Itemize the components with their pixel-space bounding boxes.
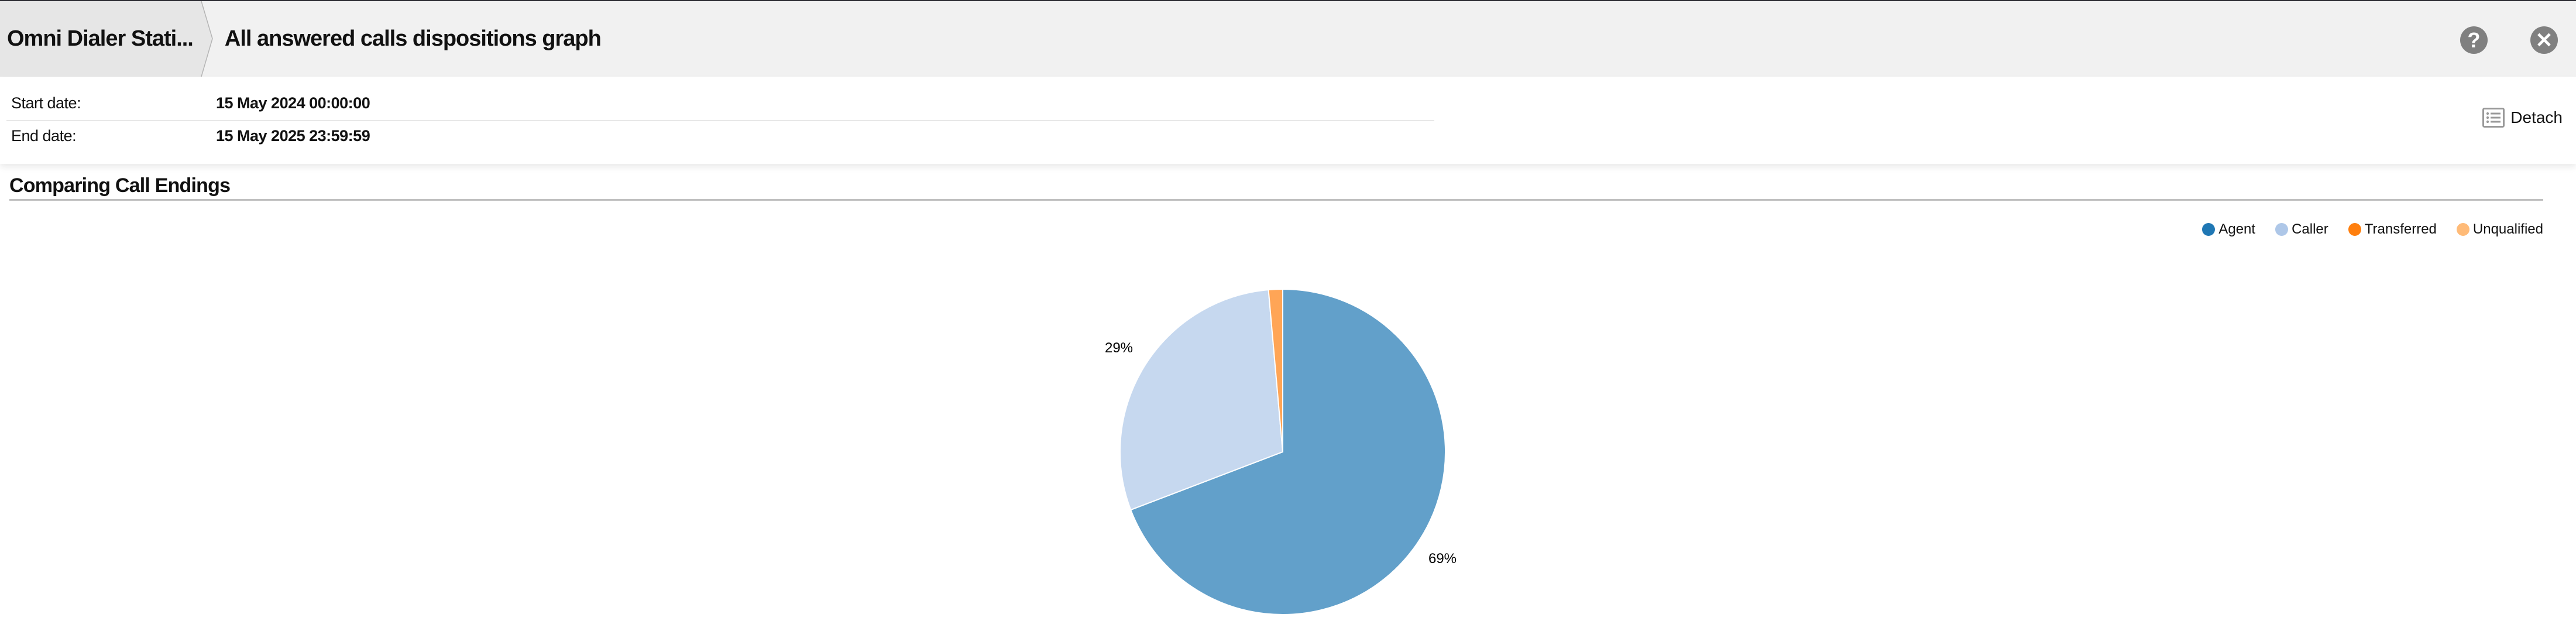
legend-swatch [2456, 223, 2469, 236]
page-title: All answered calls dispositions graph [224, 26, 602, 51]
list-icon [2482, 108, 2505, 128]
date-range-panel: Start date: 15 May 2024 00:00:00 End dat… [0, 77, 2576, 164]
pie-slice-caller[interactable] [1119, 289, 1284, 511]
legend-swatch [2348, 223, 2361, 236]
legend-item-transferred[interactable]: Transferred [2348, 221, 2437, 238]
breadcrumb-parent-label: Omni Dialer Stati... [7, 26, 194, 51]
help-button[interactable]: ? [2460, 26, 2488, 54]
breadcrumb-parent[interactable]: Omni Dialer Stati... [0, 1, 201, 77]
legend-swatch [2275, 223, 2289, 236]
legend-label: Caller [2292, 221, 2328, 237]
question-circle-icon: ? [2467, 28, 2481, 52]
section-divider [9, 199, 2543, 201]
close-button[interactable]: ✕ [2530, 26, 2558, 54]
section-title: Comparing Call Endings [9, 174, 231, 197]
start-date-value: 15 May 2024 00:00:00 [216, 94, 370, 112]
window-top-border [0, 0, 2576, 1]
chart-legend: Agent Caller Transferred Unqualified [2182, 221, 2543, 238]
legend-label: Unqualified [2472, 221, 2543, 237]
legend-item-caller[interactable]: Caller [2275, 221, 2328, 238]
pie-data-label: 69% [1428, 551, 1457, 567]
pie-slice-agent[interactable] [1129, 288, 1446, 615]
detach-label: Detach [2510, 108, 2563, 126]
end-date-row: End date: 15 May 2025 23:59:59 [6, 122, 1434, 149]
pie-data-label: 29% [1105, 340, 1133, 356]
row-divider [6, 120, 1434, 121]
start-date-row: Start date: 15 May 2024 00:00:00 [6, 90, 1434, 116]
detach-button[interactable]: Detach [2482, 106, 2563, 129]
close-circle-icon: ✕ [2535, 28, 2553, 52]
breadcrumb-chevron [197, 1, 213, 77]
end-date-value: 15 May 2025 23:59:59 [216, 127, 370, 145]
end-date-label: End date: [11, 127, 77, 145]
legend-label: Agent [2218, 221, 2256, 237]
start-date-label: Start date: [11, 94, 81, 112]
pie-slice-transferred[interactable] [1268, 288, 1283, 452]
header-bar: Omni Dialer Stati... All answered calls … [0, 1, 2576, 77]
legend-item-agent[interactable]: Agent [2202, 221, 2255, 238]
legend-swatch [2202, 223, 2216, 236]
legend-item-unqualified[interactable]: Unqualified [2456, 221, 2543, 238]
legend-label: Transferred [2364, 221, 2437, 237]
